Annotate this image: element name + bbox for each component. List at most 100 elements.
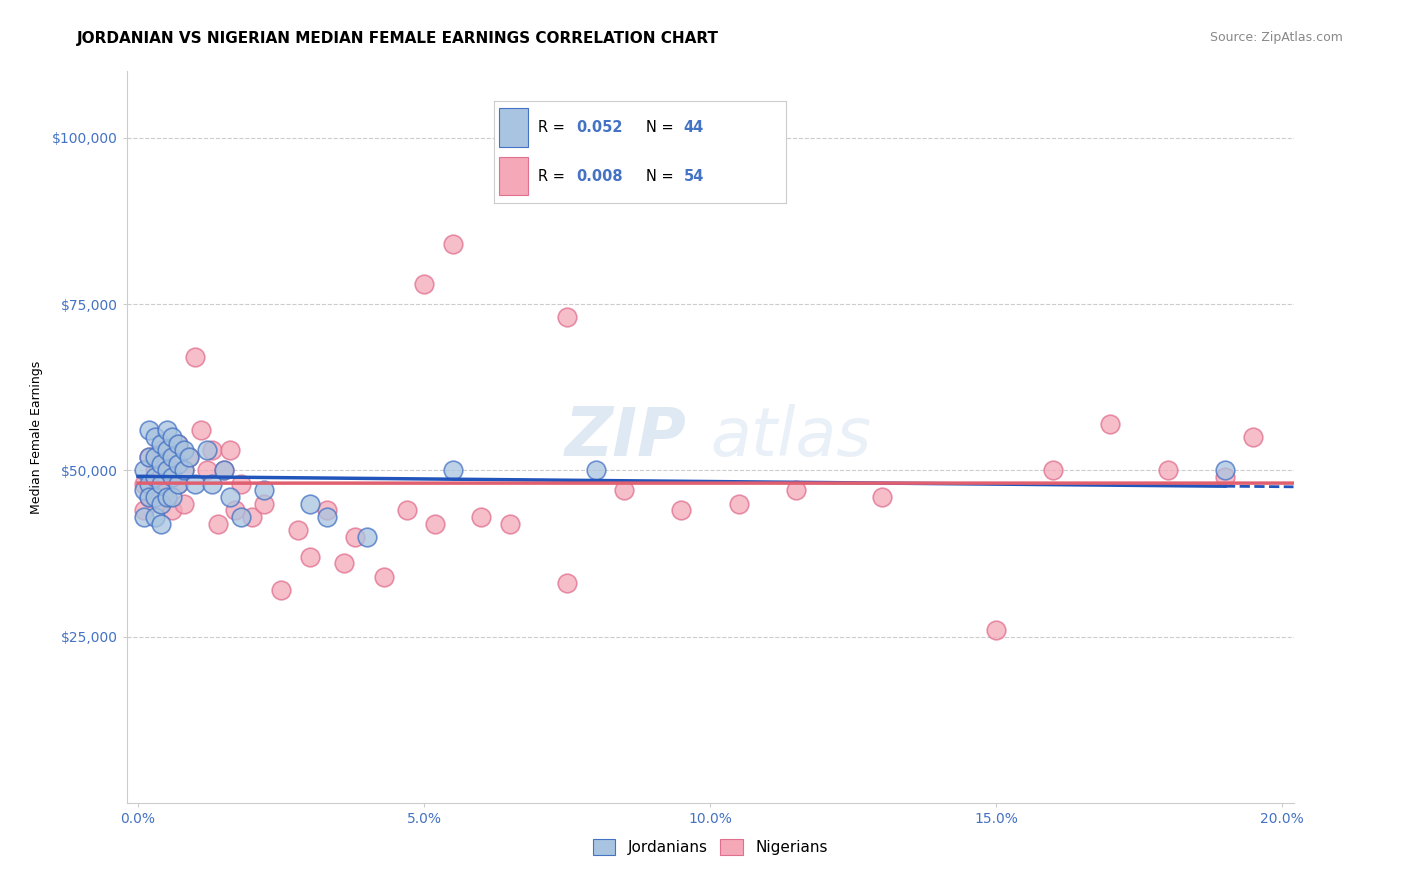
Point bbox=[155, 483, 177, 498]
Point bbox=[229, 476, 252, 491]
Point bbox=[138, 490, 160, 504]
Point bbox=[149, 516, 172, 531]
Point bbox=[167, 457, 190, 471]
Point bbox=[162, 503, 184, 517]
Point bbox=[441, 463, 464, 477]
Point bbox=[1042, 463, 1064, 477]
Point bbox=[727, 497, 749, 511]
Point bbox=[413, 277, 436, 292]
Point bbox=[138, 476, 160, 491]
Point bbox=[184, 476, 207, 491]
Point bbox=[162, 463, 184, 477]
Point bbox=[143, 483, 166, 498]
Point bbox=[138, 490, 160, 504]
Point bbox=[155, 424, 177, 438]
Point bbox=[132, 463, 155, 477]
Point bbox=[195, 443, 218, 458]
Text: JORDANIAN VS NIGERIAN MEDIAN FEMALE EARNINGS CORRELATION CHART: JORDANIAN VS NIGERIAN MEDIAN FEMALE EARN… bbox=[77, 31, 720, 46]
Point bbox=[270, 582, 292, 597]
Point bbox=[173, 463, 195, 477]
Point bbox=[143, 430, 166, 444]
Point bbox=[167, 476, 190, 491]
Point bbox=[138, 450, 160, 464]
Point bbox=[143, 463, 166, 477]
Point bbox=[613, 483, 636, 498]
Point bbox=[149, 443, 172, 458]
Point bbox=[143, 450, 166, 464]
Point bbox=[143, 470, 166, 484]
Point bbox=[785, 483, 807, 498]
Point bbox=[173, 443, 195, 458]
Point bbox=[356, 530, 378, 544]
Point bbox=[870, 490, 893, 504]
Point bbox=[195, 463, 218, 477]
Point bbox=[344, 530, 367, 544]
Point bbox=[143, 509, 166, 524]
Point bbox=[132, 509, 155, 524]
Text: ZIP: ZIP bbox=[565, 404, 686, 470]
Point bbox=[1243, 430, 1265, 444]
Point bbox=[132, 476, 155, 491]
Point bbox=[149, 436, 172, 450]
Point bbox=[253, 497, 276, 511]
Point bbox=[1213, 463, 1236, 477]
Point bbox=[218, 490, 240, 504]
Point bbox=[253, 483, 276, 498]
Point bbox=[1213, 470, 1236, 484]
Point bbox=[138, 424, 160, 438]
Point bbox=[132, 483, 155, 498]
Legend: Jordanians, Nigerians: Jordanians, Nigerians bbox=[586, 833, 834, 861]
Point bbox=[138, 450, 160, 464]
Point bbox=[315, 509, 337, 524]
Point bbox=[162, 430, 184, 444]
Point bbox=[201, 443, 224, 458]
Point bbox=[212, 463, 235, 477]
Point bbox=[298, 549, 321, 564]
Point bbox=[162, 490, 184, 504]
Point bbox=[1099, 417, 1122, 431]
Point bbox=[179, 450, 201, 464]
Point bbox=[167, 476, 190, 491]
Point bbox=[173, 497, 195, 511]
Point bbox=[315, 503, 337, 517]
Y-axis label: Median Female Earnings: Median Female Earnings bbox=[31, 360, 44, 514]
Point bbox=[984, 623, 1007, 637]
Point bbox=[441, 237, 464, 252]
Point bbox=[162, 450, 184, 464]
Point bbox=[155, 457, 177, 471]
Point bbox=[425, 516, 447, 531]
Point bbox=[212, 463, 235, 477]
Text: Source: ZipAtlas.com: Source: ZipAtlas.com bbox=[1209, 31, 1343, 45]
Point bbox=[149, 497, 172, 511]
Point bbox=[201, 476, 224, 491]
Point bbox=[1156, 463, 1178, 477]
Point bbox=[585, 463, 607, 477]
Point bbox=[499, 516, 522, 531]
Point bbox=[207, 516, 229, 531]
Point bbox=[149, 497, 172, 511]
Point bbox=[190, 424, 212, 438]
Point bbox=[155, 443, 177, 458]
Point bbox=[287, 523, 309, 537]
Point bbox=[242, 509, 264, 524]
Text: atlas: atlas bbox=[710, 404, 872, 470]
Point bbox=[395, 503, 418, 517]
Point bbox=[333, 557, 356, 571]
Point bbox=[184, 351, 207, 365]
Point bbox=[132, 503, 155, 517]
Point bbox=[218, 443, 240, 458]
Point bbox=[173, 463, 195, 477]
Point bbox=[162, 470, 184, 484]
Point bbox=[373, 570, 395, 584]
Point bbox=[555, 310, 578, 325]
Point bbox=[167, 436, 190, 450]
Point bbox=[149, 476, 172, 491]
Point bbox=[224, 503, 246, 517]
Point bbox=[671, 503, 693, 517]
Point bbox=[149, 457, 172, 471]
Point bbox=[179, 450, 201, 464]
Point bbox=[555, 576, 578, 591]
Point bbox=[470, 509, 492, 524]
Point bbox=[155, 463, 177, 477]
Point bbox=[143, 490, 166, 504]
